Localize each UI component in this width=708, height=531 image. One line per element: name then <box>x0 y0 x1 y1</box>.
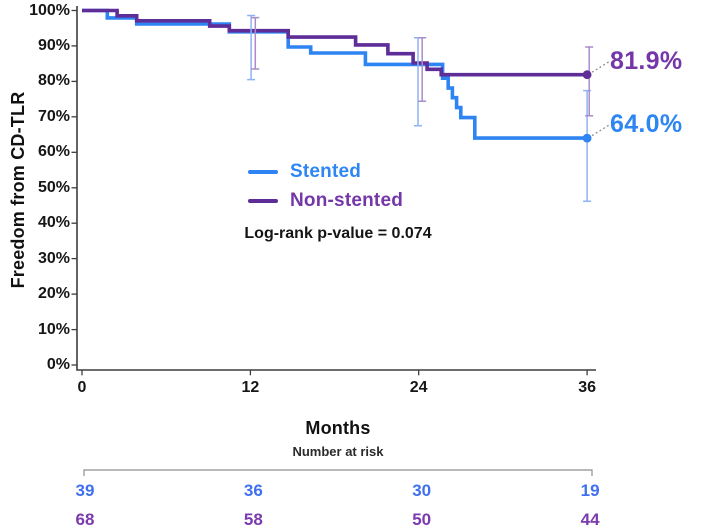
risk-count-non-stented: 68 <box>75 510 95 529</box>
y-tick-label: 30% <box>37 249 70 267</box>
km-curve-stented <box>82 8 588 140</box>
y-tick-label: 40% <box>37 214 70 232</box>
ci-error-bar-non-stented <box>585 46 594 117</box>
x-tick-label: 36 <box>578 379 596 396</box>
y-tick-label: 80% <box>37 72 70 90</box>
y-tick-label: 10% <box>37 320 70 338</box>
legend-line-nonstented-icon <box>248 199 278 203</box>
log-rank-p-value: Log-rank p-value = 0.074 <box>244 225 432 242</box>
axis-lines <box>76 6 596 371</box>
y-tick-label: 60% <box>37 143 70 161</box>
y-tick-label: 100% <box>29 1 70 19</box>
ci-error-bar-stented <box>414 37 422 127</box>
ci-error-bar-non-stented <box>251 16 260 70</box>
leader-line-stented <box>591 124 610 137</box>
ci-error-bar-non-stented <box>418 37 427 103</box>
legend-label-nonstented: Non-stented <box>290 190 404 211</box>
risk-count-stented: 30 <box>412 481 432 500</box>
endpoint-dot-stented <box>582 133 592 143</box>
y-tick-label: 0% <box>46 356 70 373</box>
y-tick-label: 50% <box>37 178 70 196</box>
end-label-non-stented: 81.9% <box>610 46 683 75</box>
y-tick-label: 90% <box>37 36 70 54</box>
x-axis-title: Months <box>305 418 371 438</box>
risk-count-non-stented: 58 <box>243 510 263 529</box>
y-tick-label: 20% <box>37 285 70 303</box>
x-tick-label: 24 <box>409 379 428 396</box>
risk-table-bracket <box>83 469 593 476</box>
risk-table-title: Number at risk <box>292 444 384 459</box>
x-tick-label: 0 <box>77 379 87 396</box>
legend-label-stented: Stented <box>290 161 362 182</box>
x-tick-label: 12 <box>241 379 260 396</box>
risk-count-non-stented: 44 <box>580 510 600 529</box>
leader-line-non-stented <box>591 61 610 73</box>
km-curve-non-stented <box>82 8 588 77</box>
risk-count-stented: 36 <box>243 481 263 500</box>
legend-line-stented-icon <box>248 170 278 174</box>
end-label-stented: 64.0% <box>610 110 683 139</box>
risk-count-non-stented: 50 <box>412 510 432 529</box>
risk-count-stented: 19 <box>580 481 600 500</box>
endpoint-dot-non-stented <box>582 70 592 80</box>
y-tick-label: 70% <box>37 107 70 125</box>
ci-error-bar-stented <box>247 14 256 81</box>
risk-count-stented: 39 <box>75 481 95 500</box>
